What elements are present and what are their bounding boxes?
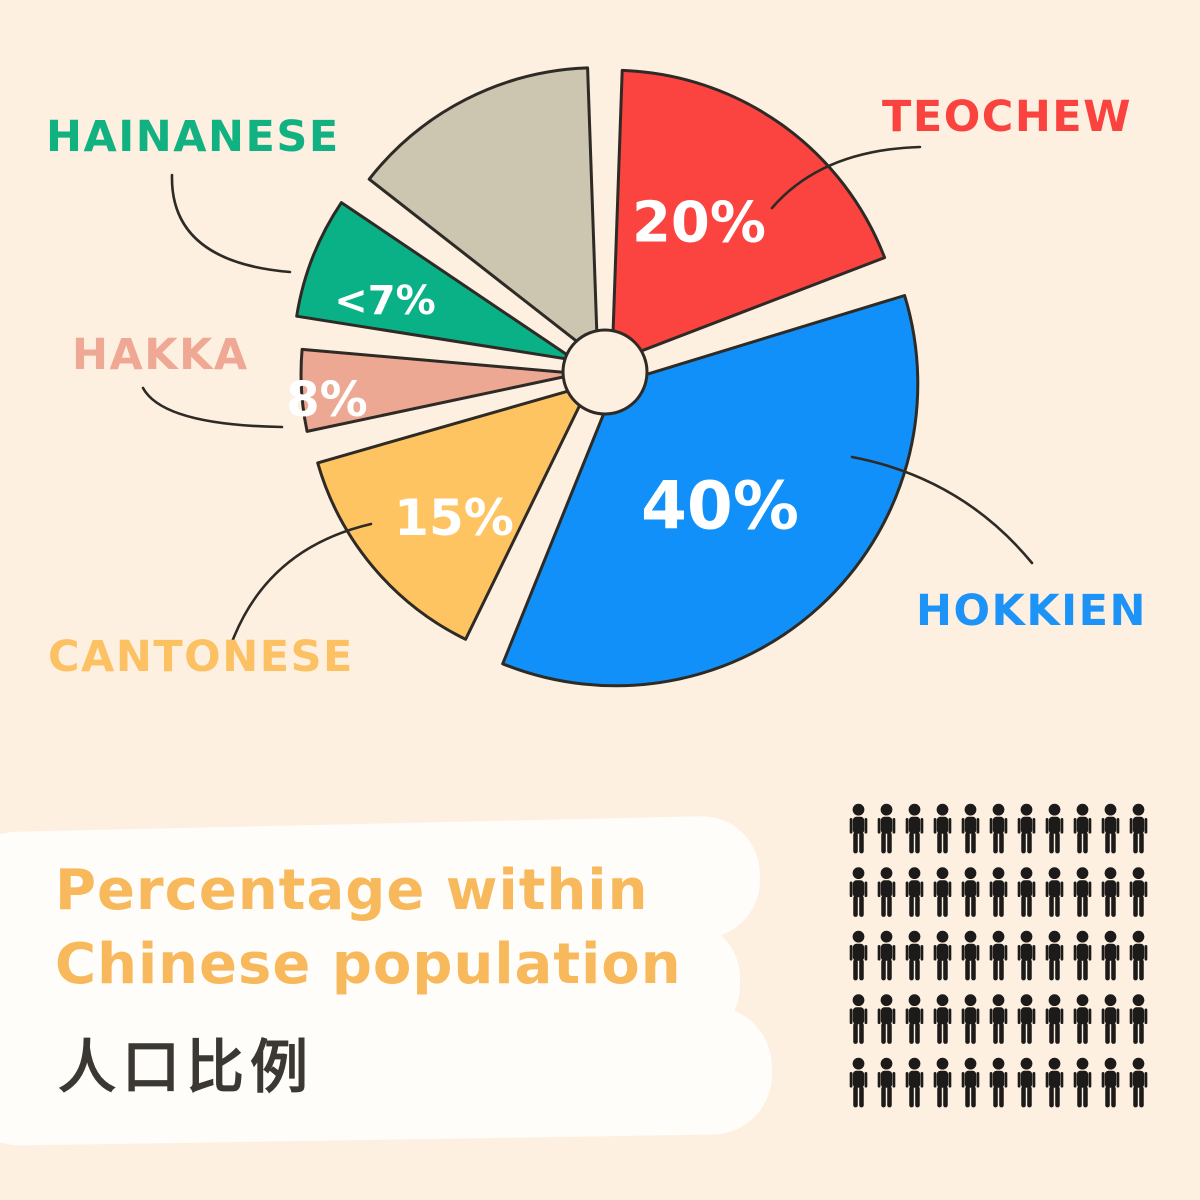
- person-icon: [1129, 930, 1148, 981]
- person-icon: [961, 803, 980, 854]
- person-icon: [961, 867, 980, 917]
- chart-title-line2: Chinese population: [55, 932, 682, 997]
- leader-lines: [141, 145, 1034, 644]
- person-icon: [877, 930, 896, 981]
- person-icon: [877, 994, 896, 1044]
- person-icon: [849, 994, 868, 1044]
- person-icon: [877, 1057, 896, 1108]
- chart-title-line1: Percentage within: [55, 858, 649, 923]
- person-icon: [905, 1057, 924, 1108]
- pie-slice-hokkien: [501, 294, 920, 688]
- leader-line-0: [770, 145, 922, 210]
- person-icon: [989, 803, 1008, 854]
- slice-value-labels: 20% 40% 15% 8% <7%: [286, 191, 799, 548]
- slice-value-teochew: 20%: [632, 191, 766, 256]
- person-icon: [933, 867, 952, 917]
- person-icon: [1101, 1057, 1120, 1108]
- person-icon: [1129, 803, 1148, 854]
- person-icon: [1017, 867, 1036, 917]
- pie-slice-cantonese: [316, 383, 592, 641]
- person-icon: [961, 1057, 980, 1108]
- person-icon: [1045, 1057, 1064, 1108]
- slice-name-cantonese: CANTONESE: [48, 632, 354, 682]
- pie-center-hole: [561, 328, 649, 416]
- slice-name-hokkien: HOKKIEN: [916, 586, 1148, 636]
- person-icon: [1101, 803, 1120, 854]
- person-icon: [1101, 867, 1120, 917]
- person-icon: [933, 994, 952, 1044]
- person-icon: [905, 994, 924, 1044]
- slice-value-hainanese: <7%: [334, 278, 435, 324]
- person-icon: [989, 994, 1008, 1044]
- person-icon: [1129, 867, 1148, 917]
- person-icon: [1073, 803, 1092, 854]
- pie-slice-teochew: [610, 68, 887, 364]
- person-icon: [877, 803, 896, 854]
- person-icon: [1073, 867, 1092, 917]
- person-icon: [989, 930, 1008, 981]
- person-icon: [1017, 803, 1036, 854]
- leader-line-2: [230, 522, 373, 644]
- slice-name-hainanese: HAINANESE: [46, 112, 340, 162]
- person-icon: [933, 1057, 952, 1108]
- person-icon: [1045, 930, 1064, 981]
- slice-value-hakka: 8%: [286, 372, 368, 428]
- pie-slice-others: [367, 66, 600, 360]
- person-icon: [1101, 930, 1120, 981]
- population-icon-grid: [849, 803, 1148, 1108]
- person-icon: [933, 803, 952, 854]
- person-icon: [1045, 803, 1064, 854]
- person-icon: [961, 930, 980, 981]
- person-icon: [1129, 1057, 1148, 1108]
- person-icon: [1073, 994, 1092, 1044]
- person-icon: [905, 803, 924, 854]
- slice-name-hakka: HAKKA: [72, 330, 249, 380]
- person-icon: [849, 930, 868, 981]
- leader-line-3: [141, 386, 284, 429]
- person-icon: [933, 930, 952, 981]
- slice-value-cantonese: 15%: [394, 489, 514, 547]
- person-icon: [1045, 994, 1064, 1044]
- chart-subtitle-cjk: 人口比例: [58, 1033, 315, 1101]
- person-icon: [1073, 930, 1092, 981]
- person-icon: [1017, 994, 1036, 1044]
- person-icon: [961, 994, 980, 1044]
- person-icon: [989, 867, 1008, 917]
- person-icon: [1017, 1057, 1036, 1108]
- leader-line-4: [170, 173, 292, 274]
- person-icon: [989, 1057, 1008, 1108]
- person-icon: [849, 1057, 868, 1108]
- person-icon: [1073, 1057, 1092, 1108]
- person-icon: [849, 867, 868, 917]
- brush-stroke-background: [0, 816, 773, 1146]
- slice-value-hokkien: 40%: [641, 468, 799, 545]
- pie-slice-hainanese: [295, 201, 577, 362]
- person-icon: [1045, 867, 1064, 917]
- person-icon: [849, 803, 868, 854]
- pie-slice-hakka: [299, 347, 581, 433]
- pie-slices: [295, 66, 920, 688]
- slice-name-teochew: TEOCHEW: [882, 92, 1133, 142]
- person-icon: [1017, 930, 1036, 981]
- person-icon: [1129, 994, 1148, 1044]
- person-icon: [1101, 994, 1120, 1044]
- leader-line-1: [850, 455, 1034, 565]
- person-icon: [905, 930, 924, 981]
- person-icon: [877, 867, 896, 917]
- person-icon: [905, 867, 924, 917]
